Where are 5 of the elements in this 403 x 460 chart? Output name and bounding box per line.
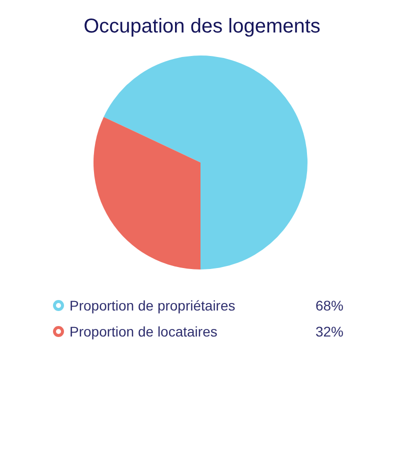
data-label: 32% bbox=[315, 324, 344, 340]
data-label: 68% bbox=[315, 298, 344, 314]
legend-label: Proportion de locataires bbox=[70, 324, 218, 340]
legend-label: Proportion de propriétaires bbox=[70, 298, 236, 314]
chart-title: Occupation des logements bbox=[84, 16, 320, 38]
